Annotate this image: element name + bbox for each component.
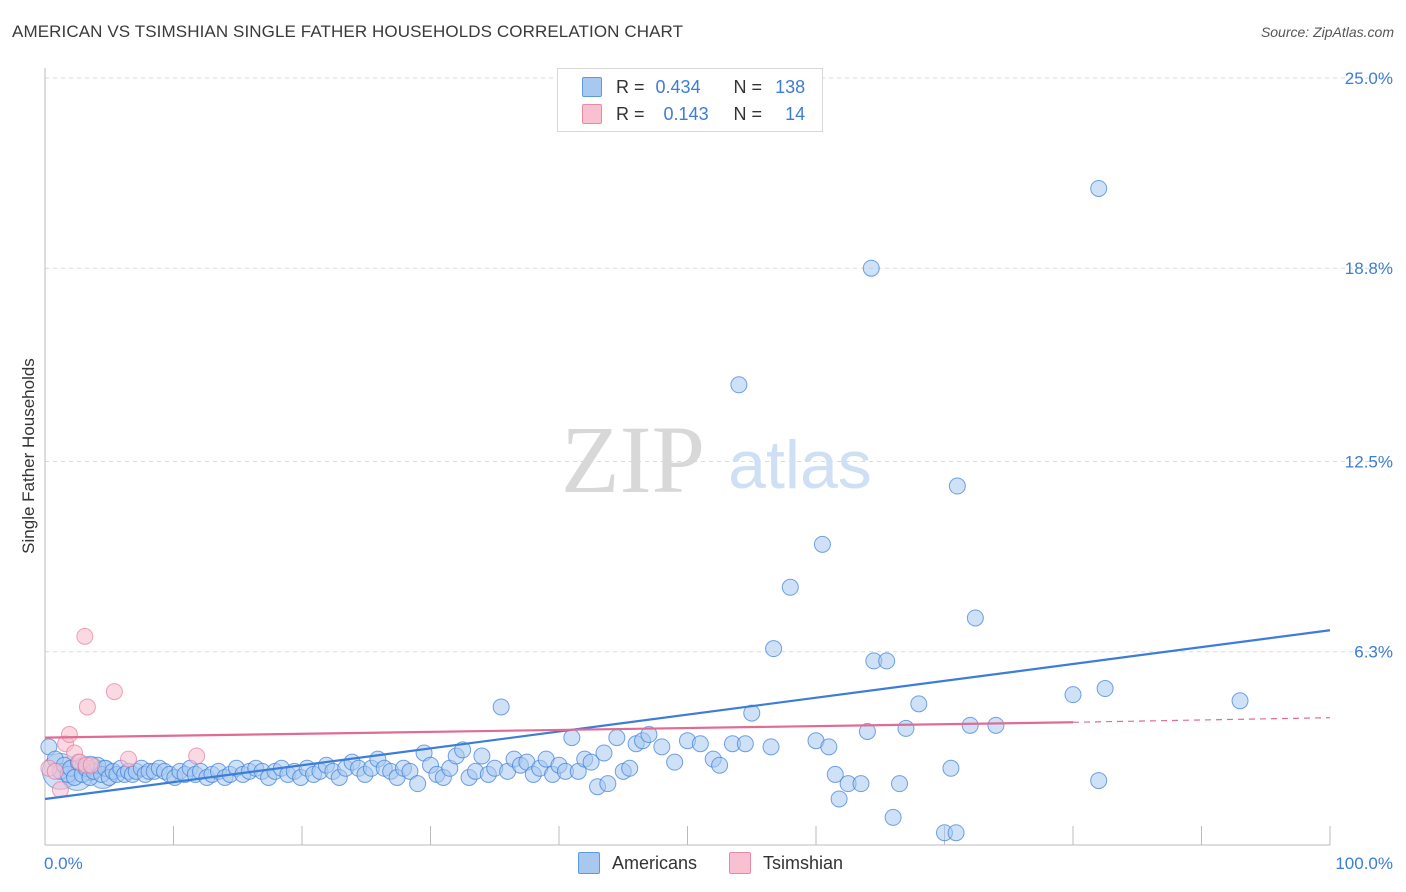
series-legend: Americans Tsimshian [578,852,875,874]
americans-point [595,744,613,762]
americans-point [582,753,600,771]
y-axis-label: Single Father Households [19,358,38,554]
americans-point [852,775,870,793]
americans-point [653,738,671,756]
watermark-zip: ZIP [561,406,705,513]
americans-point [409,775,427,793]
americans-point [891,775,909,793]
americans-point [820,738,838,756]
n-value: 14 [785,103,806,124]
americans-point [781,578,799,596]
americans-point [599,775,617,793]
tsimshian-point [120,750,138,768]
tsimshian-point [188,747,206,765]
americans-point [987,716,1005,734]
tsimshian-points [40,627,206,799]
americans-swatch [582,77,602,97]
americans-point [454,741,472,759]
americans-point [830,790,848,808]
americans-point [730,376,748,394]
americans-point [736,735,754,753]
tick-labels: 6.3% 12.5% 18.8% 25.0% 0.0% 100.0% [44,69,1393,873]
legend-item-tsimshian: Tsimshian [729,852,843,874]
americans-point [862,259,880,277]
legend-label-americans: Americans [612,852,698,873]
americans-point [813,535,831,553]
y-tick-label: 12.5% [1345,453,1393,472]
r-value: 0.143 [663,103,709,124]
legend-label-tsimshian: Tsimshian [763,852,844,873]
americans-point [966,609,984,627]
americans-point [691,735,709,753]
americans-point [711,756,729,774]
americans-point [942,759,960,777]
watermark-atlas: atlas [728,427,872,503]
tsimshian-point [105,683,123,701]
source-label: Source: ZipAtlas.com [1260,24,1394,40]
americans-point [948,477,966,495]
n-label: N = [733,103,763,124]
americans-point [666,753,684,771]
r-label: R = [616,103,645,124]
tsimshian-trend-extension [1072,717,1331,723]
americans-point [621,759,639,777]
americans-point [608,729,626,747]
tsimshian-point [82,756,100,774]
r-label: R = [616,76,645,97]
y-tick-label: 6.3% [1354,643,1393,662]
r-value: 0.434 [655,76,701,97]
americans-legend-swatch [578,852,600,874]
americans-point [884,808,902,826]
americans-point [473,747,491,765]
americans-points [40,179,1249,842]
americans-point [563,729,581,747]
americans-point [947,824,965,842]
y-tick-label: 25.0% [1345,69,1393,88]
n-value: 138 [775,76,806,97]
americans-point [1090,772,1108,790]
tsimshian-legend-swatch [729,852,752,874]
tsimshian-point [78,698,96,716]
americans-point [961,716,979,734]
x-tick-label: 100.0% [1335,854,1393,873]
trend-lines [44,629,1331,801]
tsimshian-point [46,762,64,780]
tsimshian-point [60,726,78,744]
legend-row-tsimshian: R = 0.143 N = 14 [582,102,805,126]
y-tick-label: 18.8% [1345,259,1393,278]
americans-point [1090,179,1108,197]
tsimshian-trend-line [44,721,1074,739]
americans-point [1096,680,1114,698]
americans-point [640,726,658,744]
americans-point [1231,692,1249,710]
americans-point [878,652,896,670]
grid-lines [45,77,1390,653]
americans-point [765,640,783,658]
correlation-legend: R = 0.434 N = 138 R = 0.143 N = 14 [557,68,823,132]
americans-point [492,698,510,716]
watermark: ZIP atlas [561,406,872,513]
legend-row-americans: R = 0.434 N = 138 [582,75,805,99]
americans-point [762,738,780,756]
tsimshian-swatch [582,104,602,124]
axes [44,68,1331,846]
americans-point [858,722,876,740]
americans-point [826,765,844,783]
americans-point [1064,686,1082,704]
americans-point [910,695,928,713]
chart-title: AMERICAN VS TSIMSHIAN SINGLE FATHER HOUS… [12,22,684,41]
n-label: N = [733,76,763,97]
legend-item-americans: Americans [578,852,697,874]
x-tick-label: 0.0% [44,854,83,873]
tsimshian-point [76,627,94,645]
americans-point [897,719,915,737]
americans-trend-line [44,629,1331,801]
americans-point [401,762,419,780]
